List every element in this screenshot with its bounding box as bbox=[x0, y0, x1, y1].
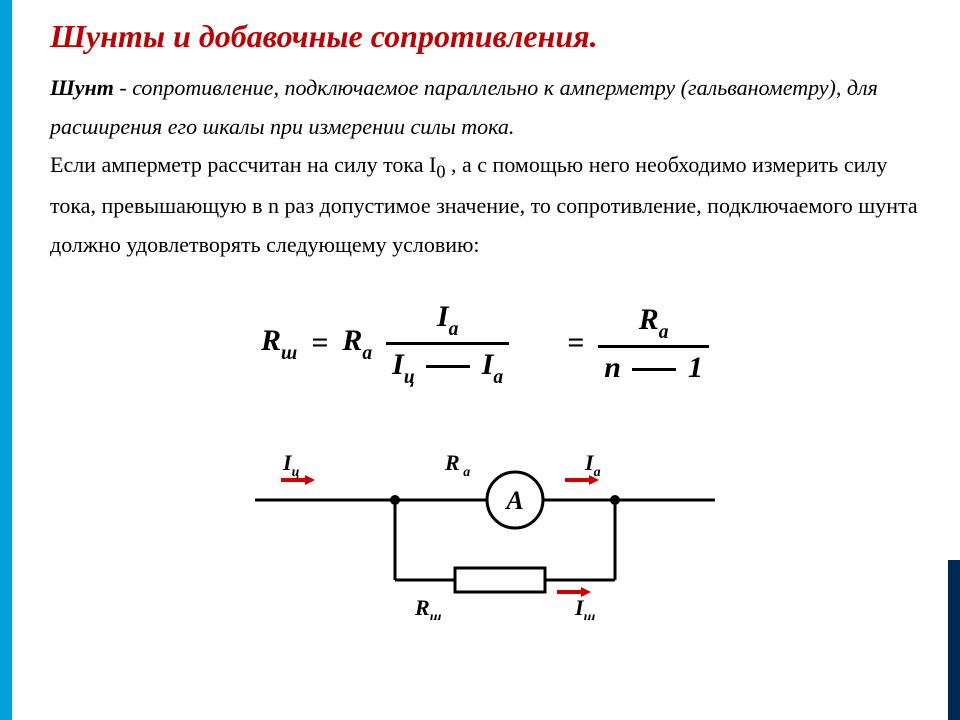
f-ra: Ra bbox=[342, 324, 372, 363]
label-Ia: Ia bbox=[584, 450, 601, 480]
f-frac1-den-l-sub: ц bbox=[404, 367, 415, 388]
circuit-diagram: A Iц R a Ia Rш Iш bbox=[245, 430, 725, 620]
term-shunt: Шунт bbox=[50, 75, 114, 100]
f-frac2-num-sym: R bbox=[639, 303, 659, 336]
f-rsh: Rш bbox=[261, 324, 297, 363]
f-frac2-den-l: n bbox=[604, 351, 621, 384]
f-frac2-num-sub: a bbox=[659, 322, 669, 343]
f-rsh-sym: R bbox=[261, 324, 281, 357]
minus-bar-icon bbox=[632, 367, 676, 373]
minus-bar-icon bbox=[426, 364, 470, 370]
f-frac2-num: Ra bbox=[633, 303, 675, 344]
formula: Rш = Ra Ia Iц Ia = Ra n 1 bbox=[261, 300, 709, 386]
f-eq2: = bbox=[567, 326, 584, 360]
f-eq1: = bbox=[311, 326, 328, 360]
label-Ra: R a bbox=[444, 450, 470, 480]
f-frac1-num-sub: a bbox=[449, 319, 459, 340]
f-frac1: Ia Iц Ia bbox=[386, 300, 509, 386]
f-ra-sym: R bbox=[342, 324, 362, 357]
f-frac1-den-r: I bbox=[482, 348, 494, 381]
f-frac2-den-r: 1 bbox=[688, 351, 703, 384]
f-frac1-den: Iц Ia bbox=[386, 345, 509, 386]
para-sub: 0 bbox=[436, 161, 445, 181]
definition-text: - сопротивление, подключаемое параллельн… bbox=[50, 75, 878, 139]
f-frac1-num-sym: I bbox=[437, 300, 449, 333]
accent-bar-left bbox=[0, 0, 12, 720]
accent-bar-right bbox=[948, 560, 960, 720]
body-text: Шунт - сопротивление, подключаемое парал… bbox=[50, 69, 920, 264]
label-Ish: Iш bbox=[574, 595, 596, 620]
ammeter-label: A bbox=[504, 486, 523, 515]
f-frac2: Ra n 1 bbox=[598, 303, 709, 383]
definition-line: Шунт - сопротивление, подключаемое парал… bbox=[50, 75, 878, 139]
f-frac1-den-r-sub: a bbox=[493, 367, 503, 388]
page-title: Шунты и добавочные сопротивления. bbox=[50, 18, 920, 55]
slide-content: Шунты и добавочные сопротивления. Шунт -… bbox=[0, 0, 960, 640]
formula-area: Rш = Ra Ia Iц Ia = Ra n 1 bbox=[50, 300, 920, 386]
f-frac1-den-l: I bbox=[392, 348, 404, 381]
label-Rsh: Rш bbox=[414, 595, 442, 620]
label-Ic: Iц bbox=[282, 450, 300, 480]
f-rsh-sub: ш bbox=[281, 343, 297, 364]
f-ra-sub: a bbox=[362, 343, 372, 364]
paragraph-text: Если амперметр рассчитан на силу тока I0… bbox=[50, 152, 918, 257]
diagram-area: A Iц R a Ia Rш Iш bbox=[50, 430, 920, 620]
f-frac2-den: n 1 bbox=[598, 348, 709, 384]
para-before: Если амперметр рассчитан на силу тока I bbox=[50, 152, 436, 177]
f-frac1-num: Ia bbox=[431, 300, 464, 341]
